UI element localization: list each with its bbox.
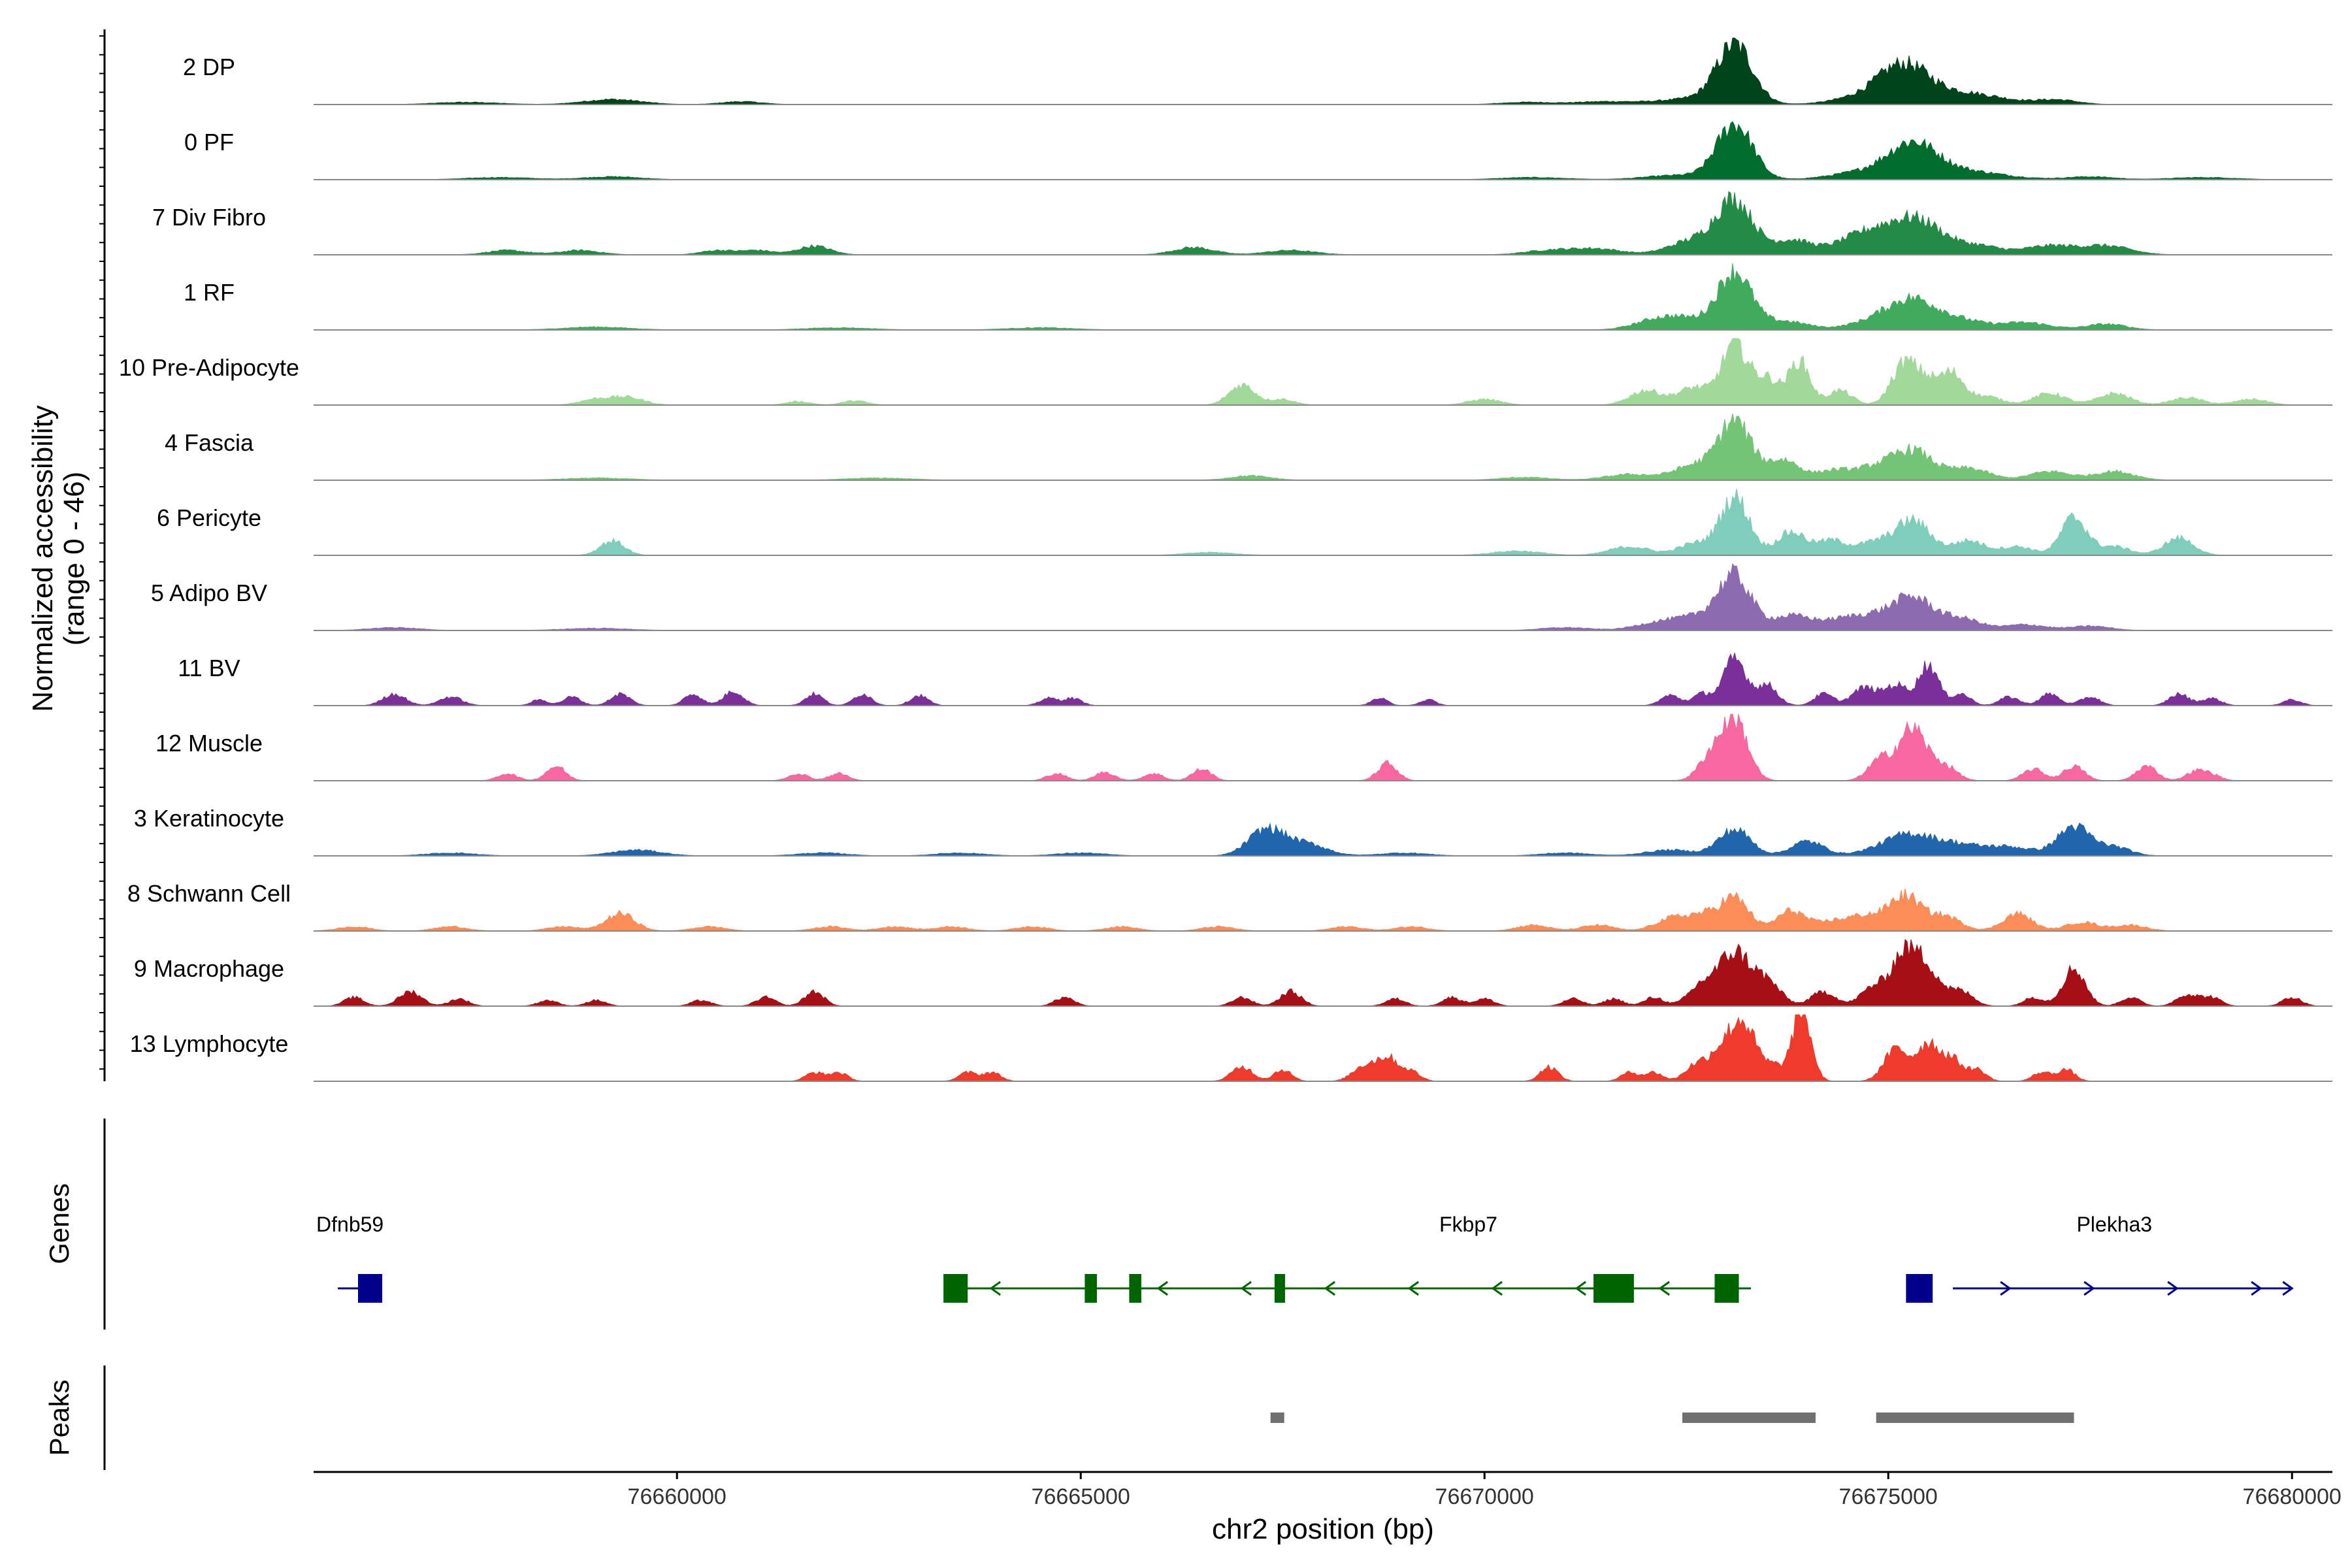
coverage-area [314,489,2332,556]
genes-panel-title: Genes [44,1183,74,1264]
track-label: 8 Schwann Cell [127,880,291,907]
exon [1593,1274,1634,1303]
track-2-dp: 2 DP [183,37,2332,105]
strand-arrow [2000,1281,2012,1296]
strand-arrow [989,1281,1001,1296]
track-9-macrophage: 9 Macrophage [134,939,2332,1007]
exon [1906,1274,1933,1303]
track-label: 1 RF [184,279,235,306]
gene-annotations: Dfnb59 Fkbp7 Plekha3 [316,1213,2294,1303]
coverage-area [314,822,2332,857]
coverage-area [313,888,2332,932]
exon [1714,1274,1739,1303]
coverage-tracks: 2 DP 0 PF 7 Div Fibro 1 RF 10 Pre-Adipocyte 4… [119,37,2332,1082]
track-12-muscle: 12 Muscle [155,713,2332,781]
track-label: 0 PF [184,129,234,155]
gene-label: Dfnb59 [316,1213,384,1236]
track-label: 4 Fascia [165,429,254,456]
track-3-keratinocyte: 3 Keratinocyte [134,805,2332,857]
track-6-pericyte: 6 Pericyte [157,489,2332,556]
exon [1129,1274,1141,1303]
track-4-fascia: 4 Fascia [165,413,2332,481]
peak-region [1876,1413,2074,1423]
strand-arrow [1407,1281,1419,1296]
x-axis-title: chr2 position (bp) [1212,1513,1434,1545]
exon [357,1274,383,1303]
gene-plekha3: Plekha3 [1906,1213,2294,1303]
strand-arrow [2282,1281,2294,1296]
coverage-area [314,652,2332,706]
y-axis-title: Normalized accessibility [27,405,59,711]
strand-arrow [1240,1281,1252,1296]
coverage-area [314,191,2332,255]
track-label: 3 Keratinocyte [134,805,284,832]
coverage-area [314,263,2332,331]
track-13-lymphocyte: 13 Lymphocyte [130,1014,2332,1082]
track-1-rf: 1 RF [184,263,2332,331]
coverage-area [314,121,2332,180]
track-5-adipo-bv: 5 Adipo BV [151,563,2332,631]
strand-arrow [2083,1281,2095,1296]
gene-label: Plekha3 [2076,1213,2152,1236]
x-tick-label: 76665000 [1032,1484,1130,1509]
track-axis-ticks [99,35,105,1070]
track-label: 13 Lymphocyte [130,1030,289,1057]
peaks-panel-title: Peaks [44,1380,74,1456]
x-axis-ticks: 76660000 76665000 76670000 76675000 76680000 [628,1472,2342,1509]
peak-regions [1270,1413,2074,1423]
peak-region [1682,1413,1816,1423]
track-label: 9 Macrophage [134,955,284,982]
gene-label: Fkbp7 [1439,1213,1497,1236]
x-tick-label: 76670000 [1435,1484,1534,1509]
coverage-area [314,413,2332,481]
strand-arrow [1575,1281,1586,1296]
track-label: 12 Muscle [155,730,263,757]
strand-arrow [1491,1281,1503,1296]
coverage-area [314,713,2332,781]
track-label: 2 DP [183,54,235,80]
track-8-schwann-cell: 8 Schwann Cell [127,880,2332,932]
exon [1274,1274,1285,1303]
strand-arrow [1658,1281,1670,1296]
strand-arrow [1324,1281,1335,1296]
coverage-area [314,338,2332,406]
strand-arrow [2167,1281,2179,1296]
coverage-area [314,1014,2332,1082]
coverage-area [314,939,2332,1007]
gene-fkbp7: Fkbp7 [943,1213,1752,1303]
track-10-pre-adipocyte: 10 Pre-Adipocyte [119,338,2332,406]
track-label: 11 BV [178,655,240,681]
track-label: 6 Pericyte [157,504,261,531]
strand-arrow [2251,1281,2262,1296]
exon [943,1274,968,1303]
track-11-bv: 11 BV [178,652,2332,706]
coverage-area [314,563,2332,631]
x-tick-label: 76680000 [2243,1484,2342,1509]
track-7-div-fibro: 7 Div Fibro [152,191,2332,255]
track-0-pf: 0 PF [184,121,2332,180]
x-tick-label: 76675000 [1839,1484,1938,1509]
peak-region [1270,1413,1284,1423]
track-label: 5 Adipo BV [151,580,267,606]
strand-arrow [1156,1281,1168,1296]
track-label: 7 Div Fibro [152,204,266,231]
exon [1085,1274,1097,1303]
x-tick-label: 76660000 [628,1484,727,1509]
track-label: 10 Pre-Adipocyte [119,354,299,381]
y-axis-range: (range 0 - 46) [58,472,90,646]
gene-dfnb59: Dfnb59 [316,1213,384,1303]
coverage-area [314,37,2332,105]
